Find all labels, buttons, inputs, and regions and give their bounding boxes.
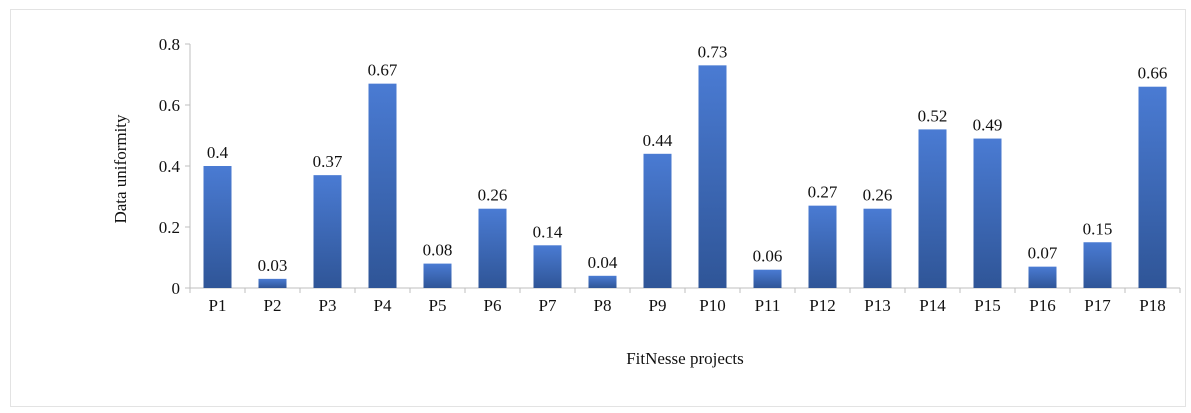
value-label-p12: 0.27 <box>808 183 838 202</box>
value-label-p10: 0.73 <box>698 42 728 61</box>
value-label-p3: 0.37 <box>313 152 343 171</box>
value-label-p2: 0.03 <box>258 256 288 275</box>
x-axis-title: FitNesse projects <box>626 349 744 368</box>
value-label-p7: 0.14 <box>533 222 563 241</box>
x-tick-label-p16: P16 <box>1029 296 1055 315</box>
y-tick-label: 0 <box>172 279 181 298</box>
value-label-p11: 0.06 <box>753 247 783 266</box>
bar-p13 <box>863 208 892 288</box>
value-label-p17: 0.15 <box>1083 219 1113 238</box>
y-axis-title: Data uniformity <box>111 114 130 224</box>
bar-p11 <box>753 269 782 288</box>
x-tick-label-p1: P1 <box>209 296 227 315</box>
bar-p2 <box>258 278 287 288</box>
value-label-p16: 0.07 <box>1028 244 1058 263</box>
y-tick-label: 0.6 <box>159 96 180 115</box>
x-tick-label-p14: P14 <box>919 296 946 315</box>
x-tick-label-p8: P8 <box>594 296 612 315</box>
y-tick-label: 0.8 <box>159 35 180 54</box>
bar-p3 <box>313 175 342 288</box>
bar-p1 <box>203 166 232 288</box>
value-label-p4: 0.67 <box>368 61 398 80</box>
value-label-p1: 0.4 <box>207 143 229 162</box>
x-tick-label-p5: P5 <box>429 296 447 315</box>
value-label-p18: 0.66 <box>1138 64 1168 83</box>
y-tick-label: 0.2 <box>159 218 180 237</box>
x-tick-label-p6: P6 <box>484 296 502 315</box>
x-tick-label-p9: P9 <box>649 296 667 315</box>
bar-p12 <box>808 205 837 288</box>
x-tick-label-p3: P3 <box>319 296 337 315</box>
x-tick-label-p2: P2 <box>264 296 282 315</box>
x-tick-label-p11: P11 <box>755 296 781 315</box>
bar-p5 <box>423 263 452 288</box>
value-label-p15: 0.49 <box>973 116 1003 135</box>
x-tick-label-p13: P13 <box>864 296 890 315</box>
bar-p18 <box>1138 86 1167 288</box>
bar-p9 <box>643 153 672 288</box>
bar-p10 <box>698 65 727 288</box>
x-tick-label-p4: P4 <box>374 296 392 315</box>
bar-p6 <box>478 208 507 288</box>
value-label-p6: 0.26 <box>478 186 508 205</box>
value-label-p9: 0.44 <box>643 131 673 150</box>
bar-p14 <box>918 129 947 288</box>
x-tick-label-p15: P15 <box>974 296 1000 315</box>
value-labels: 0.4 0.03 0.37 0.67 0.08 0.26 0.14 0.04 0.44 0.73 0… <box>207 42 1168 275</box>
bar-p16 <box>1028 266 1057 288</box>
x-tick-label-p17: P17 <box>1084 296 1111 315</box>
bar-p4 <box>368 83 397 289</box>
x-axis: P1 P2 P3 P4 P5 P6 P7 P8 P9 P10 P11 P12 P13 P14 P15 P16 P… <box>189 287 1181 315</box>
value-label-p14: 0.52 <box>918 106 948 125</box>
x-tick-label-p10: P10 <box>699 296 725 315</box>
y-tick-label: 0.4 <box>159 157 181 176</box>
x-tick-label-p18: P18 <box>1139 296 1165 315</box>
value-label-p5: 0.08 <box>423 241 453 260</box>
value-label-p13: 0.26 <box>863 186 893 205</box>
x-tick-label-p7: P7 <box>539 296 557 315</box>
value-label-p8: 0.04 <box>588 253 618 272</box>
x-tick-label-p12: P12 <box>809 296 835 315</box>
y-axis: 0 0.2 0.4 0.6 0.8 <box>159 35 191 298</box>
bars <box>203 65 1167 289</box>
bar-p7 <box>533 245 562 288</box>
bar-p8 <box>588 275 617 288</box>
bar-p15 <box>973 138 1002 288</box>
bar-p17 <box>1083 242 1112 288</box>
